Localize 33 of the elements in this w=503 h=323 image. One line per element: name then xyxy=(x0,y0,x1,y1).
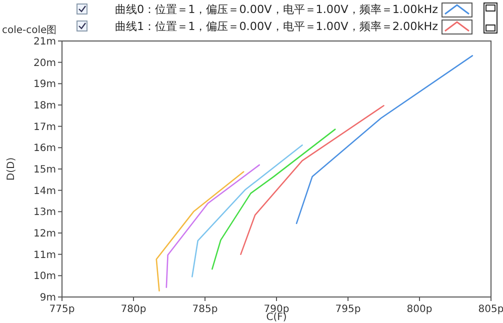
y-tick-label: 16m xyxy=(34,143,56,154)
x-tick-label: 805p xyxy=(478,304,503,315)
line-series xyxy=(212,128,336,270)
x-tick-label: 790p xyxy=(264,304,290,315)
legend-label: 曲线0：位置＝1，偏压＝0.00V，电平＝1.00V，频率＝1.00kHz xyxy=(114,3,438,16)
y-tick-label: 13m xyxy=(34,207,56,218)
line-series xyxy=(156,171,244,292)
x-axis-title: C(F) xyxy=(266,312,287,323)
x-tick-label: 795p xyxy=(335,304,361,315)
y-tick-label: 18m xyxy=(34,100,56,112)
line-series xyxy=(240,104,384,255)
legend-item: 曲线1：位置＝1，偏压＝0.00V，电平＝1.00V，频率＝2.00kHz xyxy=(114,20,472,34)
y-tick-label: 20m xyxy=(34,58,56,69)
chart-title: cole-cole图 xyxy=(2,25,57,36)
x-tick-label: 785p xyxy=(192,304,218,315)
y-tick-label: 9m xyxy=(40,292,56,304)
y-tick-label: 11m xyxy=(34,250,56,261)
y-tick-label: 17m xyxy=(34,122,56,133)
x-tick-label: 800p xyxy=(406,304,432,315)
line-series xyxy=(296,55,474,224)
x-tick-label: 780p xyxy=(120,304,146,315)
y-tick-label: 19m xyxy=(34,79,56,90)
line-series xyxy=(166,164,260,288)
legend-item: 曲线0：位置＝1，偏压＝0.00V，电平＝1.00V，频率＝1.00kHz xyxy=(114,2,472,18)
y-tick-label: 14m xyxy=(34,186,56,197)
y-tick-label: 12m xyxy=(34,228,56,240)
line-series xyxy=(191,144,303,278)
y-tick-label: 15m xyxy=(34,164,56,176)
y-tick-label: 10m xyxy=(34,271,56,282)
legend-label: 曲线1：位置＝1，偏压＝0.00V，电平＝1.00V，频率＝2.00kHz xyxy=(114,20,438,33)
y-axis-title: D(D) xyxy=(6,157,17,181)
x-tick-label: 775p xyxy=(49,304,75,315)
y-tick-label: 21m xyxy=(34,36,56,48)
